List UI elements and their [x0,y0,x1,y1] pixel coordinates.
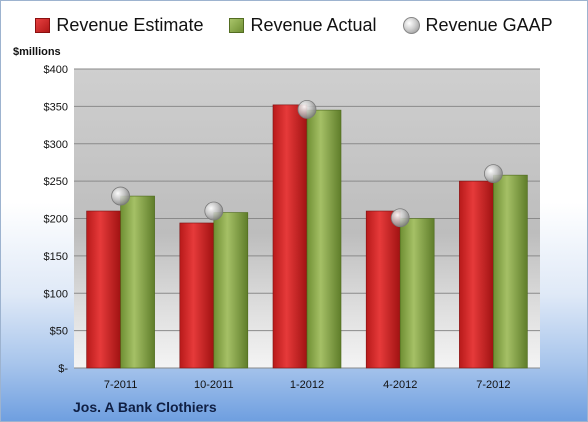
y-tick-label: $200 [44,214,68,226]
y-tick-label: $150 [44,251,68,263]
marker-revenue-gaap [297,99,317,119]
legend-label-actual: Revenue Actual [250,15,377,35]
legend-label-estimate: Revenue Estimate [56,15,204,35]
y-tick-label: $250 [44,176,68,188]
x-axis-ticks: 7-2011 10-2011 1-2012 4-2012 7-2012 [104,379,511,391]
gaap-markers [111,99,503,228]
y-tick-label: $300 [44,139,68,151]
bars [86,104,528,369]
legend-swatch-estimate [35,18,51,33]
legend-item-gaap: Revenue GAAP [402,15,553,36]
y-tick-label: $50 [50,326,68,338]
x-tick-label: 1-2012 [290,379,324,391]
bar-revenue-estimate [365,210,401,369]
legend: Revenue Estimate Revenue Actual Revenue … [1,15,587,36]
marker-revenue-gaap [483,164,503,184]
y-axis-ticks: $- $50 $100 $150 $200 $250 $300 $350 $400 [44,64,69,375]
legend-item-actual: Revenue Actual [229,15,377,36]
legend-label-gaap: Revenue GAAP [425,15,553,35]
bar-revenue-actual [399,218,435,369]
marker-revenue-gaap [390,208,410,228]
bar-revenue-actual [493,174,528,369]
x-tick-label: 4-2012 [383,379,417,391]
bar-revenue-estimate [459,180,494,369]
legend-swatch-gaap [402,17,420,34]
bar-revenue-actual [306,109,342,369]
bar-revenue-estimate [179,222,215,369]
y-tick-label: $350 [44,101,68,113]
company-name: Jos. A Bank Clothiers [73,399,217,415]
marker-revenue-gaap [204,201,224,221]
x-tick-label: 7-2011 [104,379,137,391]
legend-swatch-actual [229,18,245,33]
legend-item-estimate: Revenue Estimate [35,15,203,36]
bar-revenue-estimate [272,104,308,369]
y-tick-label: $- [58,363,68,375]
x-tick-label: 7-2012 [476,379,510,391]
x-tick-label: 10-2011 [194,379,234,391]
bar-revenue-estimate [86,210,121,369]
y-axis-units-label: $millions [13,46,61,58]
bar-revenue-actual [120,195,155,369]
y-tick-label: $400 [44,64,68,76]
y-tick-label: $100 [44,288,68,300]
marker-revenue-gaap [111,186,130,206]
bar-revenue-actual [213,212,249,369]
